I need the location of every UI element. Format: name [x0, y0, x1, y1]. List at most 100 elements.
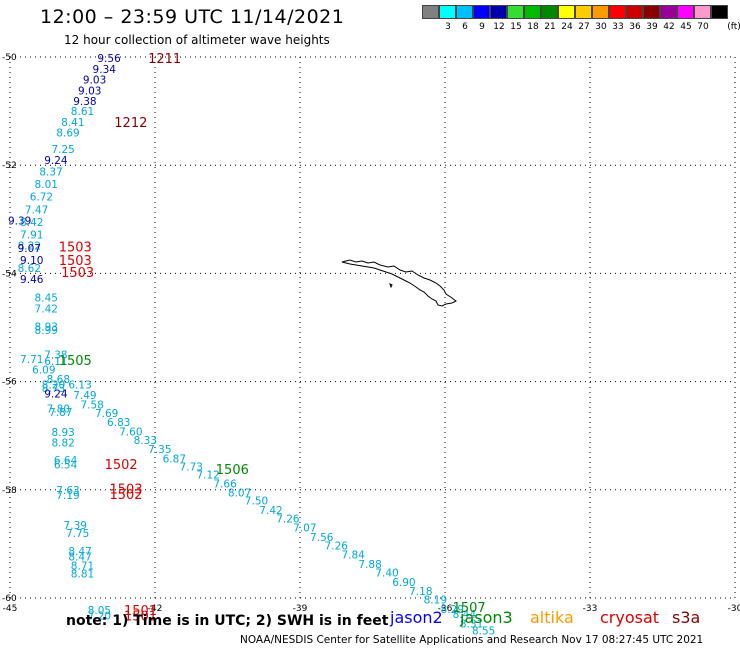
- pass-time-label: 1503: [61, 266, 94, 281]
- pass-time-label: 1501: [124, 604, 157, 619]
- legend-swatch: [609, 5, 626, 19]
- wave-height-label: 8.33: [134, 435, 157, 447]
- credit-line: NOAA/NESDIS Center for Satellite Applica…: [240, 634, 704, 646]
- wave-height-label: 6.11: [44, 356, 67, 368]
- wave-height-label: 9.46: [20, 274, 44, 286]
- wave-height-label: 7.84: [341, 550, 365, 562]
- page-subtitle: 12 hour collection of altimeter wave hei…: [64, 33, 330, 47]
- wave-height-label: 8.68: [47, 374, 70, 386]
- wave-height-label: 8.61: [71, 106, 94, 118]
- wave-height-label: 7.80: [47, 404, 70, 416]
- legend-swatch: [439, 5, 456, 19]
- wave-height-label: 6.83: [107, 417, 130, 429]
- wave-height-label: 9.03: [78, 86, 101, 98]
- pass-time-label: 1503: [59, 254, 92, 269]
- wave-height-label: 7.56: [310, 532, 334, 544]
- legend-swatch: [490, 5, 507, 19]
- legend-swatch: [524, 5, 541, 19]
- legend-swatch: [575, 5, 592, 19]
- pass-time-label: 1503: [109, 483, 142, 498]
- wave-height-label: 9.56: [97, 53, 121, 65]
- lat-tick-label: -58: [2, 486, 17, 496]
- island-outline: [341, 259, 457, 307]
- wave-height-label: 7.39: [64, 520, 87, 532]
- wave-height-label: 7.50: [245, 496, 268, 508]
- pass-time-label: 1211: [148, 52, 181, 67]
- legend-swatch: [694, 5, 711, 19]
- legend-label: 27: [578, 22, 590, 32]
- wave-height-label: 7.58: [80, 399, 103, 411]
- legend-label: 45: [680, 22, 692, 32]
- legend-label: 36: [629, 22, 641, 32]
- lon-tick-label: -36: [438, 604, 453, 614]
- wave-height-label: 6.72: [30, 192, 53, 204]
- pass-time-labels: 1211121215031503150315051502150315021506…: [59, 52, 486, 624]
- lat-tick-label: -54: [2, 269, 17, 279]
- wave-height-label: 7.63: [56, 485, 79, 497]
- wave-height-label: 8.22: [18, 240, 41, 252]
- legend-label: 39: [646, 22, 658, 32]
- wave-height-label: 7.19: [56, 490, 79, 502]
- legend-swatch: [592, 5, 609, 19]
- mission-cryosat: cryosat: [600, 608, 660, 627]
- wave-height-label: 6.09: [32, 365, 55, 377]
- wave-height-label: 7.73: [180, 462, 203, 474]
- wave-height-label: 8.55: [472, 625, 495, 637]
- wave-height-label: 9.24: [44, 155, 68, 167]
- wave-height-label: 7.18: [409, 586, 432, 598]
- wave-height-label: 8.45: [35, 293, 58, 305]
- mission-s3a: s3a: [672, 608, 701, 627]
- wave-height-label: 8.47: [68, 551, 91, 563]
- legend-label: 12: [493, 22, 505, 32]
- pass-time-label: 1506: [216, 463, 249, 478]
- wave-height-label: 7.40: [375, 568, 398, 580]
- pass-time-label: 1212: [114, 116, 147, 131]
- wave-height-label: 7.35: [148, 444, 171, 456]
- wave-height-label: 8.73: [42, 383, 65, 395]
- wave-height-label: 7.26: [276, 513, 300, 525]
- islet-outline: [389, 283, 393, 289]
- legend-swatch: [643, 5, 660, 19]
- lon-tick-label: -30: [728, 604, 740, 614]
- wave-height-label: 7.42: [35, 304, 58, 316]
- wave-height-label: 8.47: [68, 546, 91, 558]
- axis-labels: -50 -52 -54 -56 -58 -60-45 -42 -39 -36 -33 -30: [2, 53, 740, 614]
- wave-height-label: 8.20: [42, 379, 65, 391]
- wave-height-label: 7.20: [88, 610, 111, 622]
- legend-label: 3: [445, 22, 451, 32]
- wave-height-label: 8.71: [71, 561, 94, 573]
- wave-height-label: 7.49: [73, 390, 96, 402]
- legend-swatch: [507, 5, 524, 19]
- lon-tick-label: -33: [583, 604, 598, 614]
- wave-height-label: 8.81: [71, 569, 94, 581]
- legend-swatch: [711, 5, 728, 19]
- wave-height-label: 7.12: [196, 470, 219, 482]
- legend-swatch: [677, 5, 694, 19]
- wave-height-label: 8.93: [35, 321, 58, 333]
- wave-height-label: 8.31: [460, 618, 483, 630]
- wave-height-label: 8.69: [56, 128, 79, 140]
- wave-height-label: 6.13: [68, 379, 91, 391]
- legend-label: 21: [544, 22, 556, 32]
- pass-time-label: 1502: [109, 488, 142, 503]
- legend-label: 70: [697, 22, 709, 32]
- lat-tick-label: -50: [2, 53, 17, 63]
- footnote: note: 1) Time is in UTC; 2) SWH is in fe…: [66, 613, 389, 629]
- mission-altika: altika: [530, 608, 574, 627]
- wave-height-label: 8.05: [88, 605, 111, 617]
- wave-height-label: 7.42: [259, 505, 282, 517]
- legend-swatch: [473, 5, 490, 19]
- pass-time-label: 1501: [124, 609, 157, 624]
- wave-height-label: 8.01: [35, 179, 58, 191]
- wave-height-label: 8.93: [51, 427, 74, 439]
- wave-height-label: 9.34: [93, 64, 117, 76]
- wave-height-label: 7.75: [66, 528, 89, 540]
- legend-unit: (ft): [727, 22, 740, 32]
- lon-tick-label: -39: [293, 604, 308, 614]
- wave-height-label: 6.64: [54, 455, 78, 467]
- wave-height-label: 8.44: [453, 609, 477, 621]
- wave-height-label: 9.24: [44, 389, 68, 401]
- south-georgia-coastline: [341, 259, 457, 307]
- wave-height-label: 7.87: [49, 407, 72, 419]
